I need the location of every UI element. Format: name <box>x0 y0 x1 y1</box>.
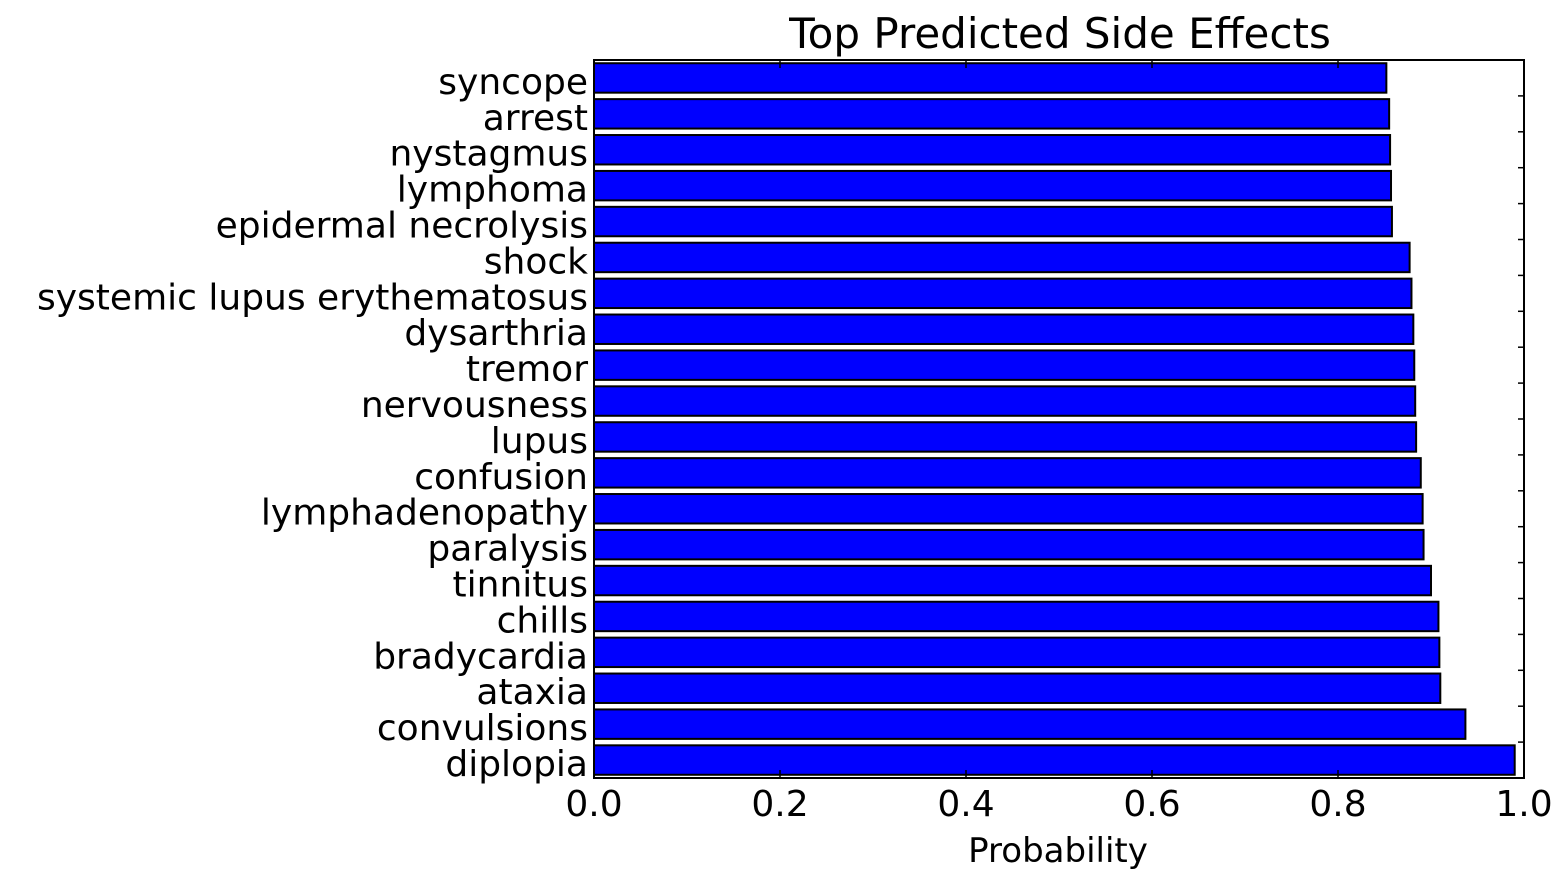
category-label: chills <box>497 600 588 641</box>
category-label: nystagmus <box>389 134 588 175</box>
category-label: shock <box>484 241 588 282</box>
category-label: syncope <box>438 62 588 103</box>
bar-diplopia <box>593 744 1516 776</box>
x-tick-label: 0.0 <box>565 784 622 825</box>
category-label: ataxia <box>476 672 588 713</box>
category-label: arrest <box>483 98 588 139</box>
category-label: systemic lupus erythematosus <box>37 277 588 318</box>
bar-chills <box>593 600 1440 633</box>
bar-tremor <box>593 349 1416 381</box>
category-label: convulsions <box>377 708 588 749</box>
bar-paralysis <box>593 528 1425 561</box>
bars-group <box>593 62 1516 776</box>
category-label: tremor <box>466 349 588 390</box>
x-tick-label: 0.4 <box>937 784 994 825</box>
x-tick-label: 0.2 <box>751 784 808 825</box>
ticks-group: 0.0 0.2 0.4 0.6 0.8 1.0 <box>565 60 1553 825</box>
bar-syncope <box>593 62 1388 94</box>
plot-area-frame <box>593 59 1525 779</box>
bar-arrest <box>593 98 1391 130</box>
bar-systemic-lupus-erythematosus <box>593 277 1413 310</box>
bar-lupus <box>593 421 1418 453</box>
bar-convulsions <box>593 708 1467 740</box>
bar-lymphadenopathy <box>593 493 1424 525</box>
category-label: dysarthria <box>404 313 588 354</box>
category-labels-group: syncopearrestnystagmuslymphomaepidermal … <box>37 62 588 785</box>
category-label: epidermal necrolysis <box>216 206 588 247</box>
bar-ataxia <box>593 672 1442 704</box>
bar-tinnitus <box>593 564 1432 597</box>
x-tick-label: 0.6 <box>1123 784 1180 825</box>
bar-bradycardia <box>593 636 1441 669</box>
category-label: lupus <box>491 421 588 462</box>
bar-epidermal-necrolysis <box>593 205 1393 238</box>
category-label: nervousness <box>361 385 588 426</box>
category-label: lymphadenopathy <box>261 493 588 534</box>
bar-nystagmus <box>593 134 1392 166</box>
category-label: paralysis <box>427 529 588 570</box>
category-label: diplopia <box>445 744 588 785</box>
bar-confusion <box>593 457 1422 489</box>
category-label: confusion <box>414 457 588 498</box>
bar-nervousness <box>593 385 1417 417</box>
x-tick-label: 0.8 <box>1309 784 1366 825</box>
category-label: lymphoma <box>397 170 588 211</box>
category-label: bradycardia <box>373 636 588 677</box>
chart-title: Top Predicted Side Effects <box>788 9 1331 58</box>
bar-shock <box>593 241 1411 274</box>
bar-dysarthria <box>593 313 1415 345</box>
bar-lymphoma <box>593 169 1393 202</box>
x-axis-label: Probability <box>968 831 1148 871</box>
x-tick-label: 1.0 <box>1495 784 1552 825</box>
category-label: tinnitus <box>453 565 588 606</box>
